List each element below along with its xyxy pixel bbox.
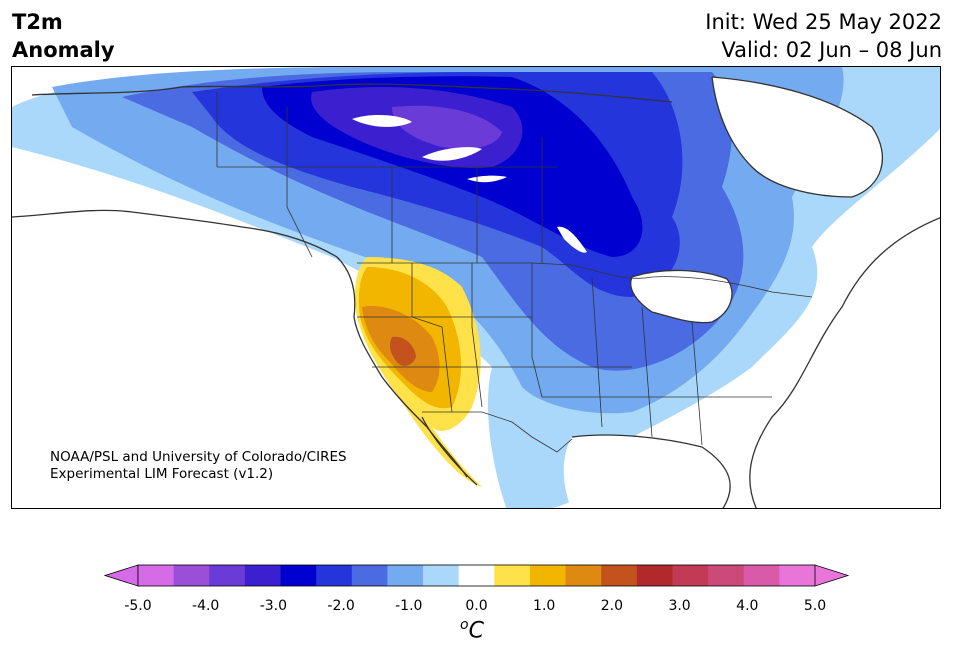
colorbar-swatch (138, 565, 175, 586)
colorbar-swatch (601, 565, 638, 586)
title-quantity: Anomaly (12, 38, 115, 62)
state-border-1 (411, 263, 453, 413)
colorbar-extend-low (103, 564, 139, 587)
unit-degree-symbol: o (460, 617, 469, 633)
colorbar-tick-label: 3.0 (668, 598, 691, 614)
state-border-7 (641, 306, 653, 438)
colorbar-swatch (387, 565, 424, 586)
colorbar-border (137, 564, 816, 587)
colorbar-swatch (494, 565, 531, 586)
map-title: T2m Anomaly (12, 8, 115, 64)
colorbar-tick-label: -3.0 (259, 598, 288, 614)
colorbar-swatch (565, 565, 602, 586)
colorbar-tick-label: -2.0 (327, 598, 355, 614)
baja-peninsula (421, 416, 478, 486)
anomaly-band-cold-3-5 (392, 105, 502, 149)
great-lakes-outline (630, 269, 733, 324)
hudson-bay-coast (711, 76, 883, 198)
colorbar-swatch (209, 565, 246, 586)
lake-winnipeg (557, 226, 587, 253)
gulf-of-mexico (563, 435, 731, 508)
credit-line-2: Experimental LIM Forecast (v1.2) (50, 466, 274, 482)
state-border-3 (531, 263, 543, 398)
state-border-8 (691, 321, 703, 446)
anomaly-map: NOAA/PSL and University of Colorado/CIRE… (11, 66, 941, 509)
coastlines (12, 76, 940, 508)
colorbar-unit: oC (460, 617, 484, 643)
colorbar-swatch (423, 565, 460, 586)
us-mexico-border (422, 411, 573, 453)
west-coastline (12, 209, 468, 478)
colorbar-tick-label: 1.0 (533, 598, 556, 614)
colorbar-swatch (316, 565, 353, 586)
credit-line-1: NOAA/PSL and University of Colorado/CIRE… (50, 449, 347, 465)
unit-letter: C (468, 618, 484, 644)
colorbar-swatch (743, 565, 780, 586)
province-border-2 (286, 107, 313, 258)
colorbar-swatch (672, 565, 709, 586)
colorbar-swatch (173, 565, 210, 586)
gulf-coastline (571, 434, 731, 508)
east-coastline (749, 217, 940, 508)
init-date: Init: Wed 25 May 2022 (705, 10, 942, 34)
colorbar-tick-label: 0.0 (465, 598, 488, 614)
political-borders (216, 92, 813, 453)
great-bear-lake (352, 115, 412, 127)
map-canvas (12, 67, 940, 508)
colorbar-extend-high (814, 564, 850, 587)
colorbar-tick-label: 5.0 (803, 598, 827, 614)
colorbar-swatch (351, 565, 388, 586)
anomaly-band-warm-2 (389, 336, 416, 366)
colorbar-swatch (244, 565, 282, 586)
forecast-dates: Init: Wed 25 May 2022 Valid: 02 Jun – 08… (705, 8, 942, 64)
colorbar-swatch (636, 565, 673, 586)
colorbar-tick-label: 2.0 (600, 598, 624, 614)
great-slave-lake (422, 147, 482, 161)
title-variable: T2m (12, 10, 63, 34)
colorbar-swatch (529, 565, 567, 586)
hudson-bay (712, 77, 883, 197)
us-canada-border (357, 262, 813, 298)
atlantic-ocean (749, 217, 940, 508)
state-border-2 (471, 263, 483, 408)
colorbar-tick-label: -1.0 (395, 598, 423, 614)
state-border-6 (591, 276, 603, 428)
colorbar-swatch (458, 565, 495, 586)
colorbar-tick-label: -4.0 (192, 598, 220, 614)
data-credit: NOAA/PSL and University of Colorado/CIRE… (50, 449, 347, 483)
great-lakes (630, 270, 732, 323)
arctic-coastline (31, 83, 673, 103)
pacific-ocean (12, 237, 421, 508)
colorbar-swatch (280, 565, 317, 586)
colorbar-swatch (779, 565, 816, 586)
colorbar-tick-label: -5.0 (124, 598, 152, 614)
colorbar-tick-label: 4.0 (736, 598, 759, 614)
colorbar-swatch (708, 565, 745, 586)
valid-range: Valid: 02 Jun – 08 Jun (721, 38, 942, 62)
